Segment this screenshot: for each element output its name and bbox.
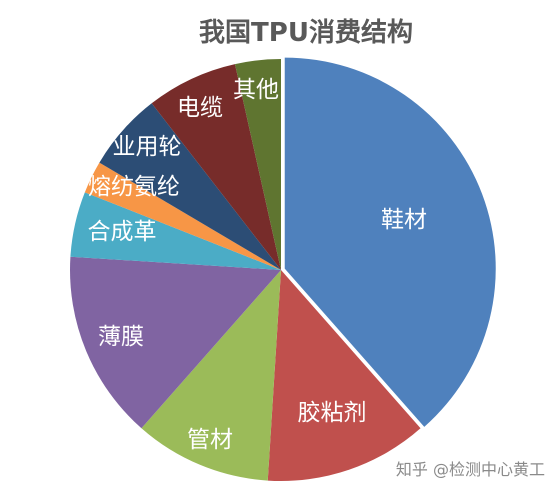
pie-slice-3 (70, 256, 281, 429)
slice-label-6: 业用轮 (113, 134, 182, 160)
slice-label-5: 熔纺氨纶 (88, 174, 180, 200)
slice-label-4: 合成革 (88, 219, 157, 245)
slice-label-7: 电缆 (177, 95, 223, 121)
pie-slice-5 (84, 162, 281, 270)
pie-slice-4 (70, 192, 281, 270)
pie-slice-2 (141, 270, 281, 481)
slice-label-0: 鞋材 (381, 207, 427, 233)
pie-slice-7 (151, 64, 281, 270)
slice-label-8: 其他 (233, 77, 279, 103)
pie-slice-8 (234, 59, 281, 270)
slice-label-3: 薄膜 (98, 324, 144, 350)
pie-slices (70, 57, 496, 481)
pie-slice-6 (99, 103, 281, 270)
pie-slice-1 (267, 270, 421, 481)
watermark: 知乎 @检测中心黄工 (396, 460, 545, 479)
pie-slice-0 (284, 57, 496, 427)
slice-label-2: 管材 (187, 427, 233, 453)
slice-label-1: 胶粘剂 (298, 400, 367, 426)
chart-title: 我国TPU消费结构 (199, 18, 413, 48)
